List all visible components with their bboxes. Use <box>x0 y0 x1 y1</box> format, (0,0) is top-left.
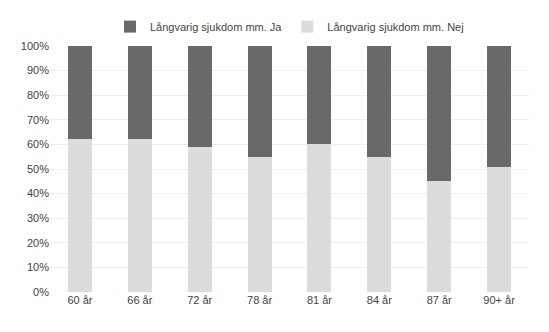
svg-text:10%: 10% <box>27 261 49 273</box>
svg-text:78 år: 78 år <box>247 294 272 306</box>
svg-text:84 år: 84 år <box>367 294 392 306</box>
svg-text:40%: 40% <box>27 187 49 199</box>
svg-text:70%: 70% <box>27 114 49 126</box>
svg-text:80%: 80% <box>27 89 49 101</box>
svg-text:60 år: 60 år <box>67 294 92 306</box>
svg-text:100%: 100% <box>21 40 49 52</box>
svg-text:90%: 90% <box>27 64 49 76</box>
svg-text:60%: 60% <box>27 138 49 150</box>
svg-text:66 år: 66 år <box>127 294 152 306</box>
svg-text:20%: 20% <box>27 237 49 249</box>
svg-text:87 år: 87 år <box>427 294 452 306</box>
svg-text:30%: 30% <box>27 212 49 224</box>
svg-text:50%: 50% <box>27 163 49 175</box>
svg-text:Långvarig sjukdom mm. Nej: Långvarig sjukdom mm. Nej <box>327 21 463 33</box>
svg-text:81 år: 81 år <box>307 294 332 306</box>
svg-text:72 år: 72 år <box>187 294 212 306</box>
svg-text:90+ år: 90+ år <box>483 294 515 306</box>
svg-text:0%: 0% <box>33 286 49 298</box>
svg-text:Långvarig sjukdom mm. Ja: Långvarig sjukdom mm. Ja <box>150 21 282 33</box>
